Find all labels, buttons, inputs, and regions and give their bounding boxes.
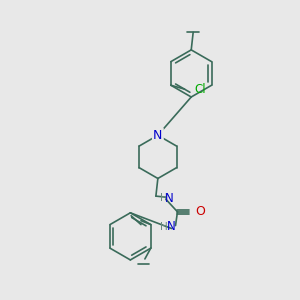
Text: H: H	[160, 222, 168, 232]
Text: N: N	[167, 220, 176, 233]
Text: N: N	[165, 192, 174, 205]
Text: Cl: Cl	[194, 82, 206, 96]
Text: O: O	[195, 205, 205, 218]
Text: H: H	[160, 193, 168, 203]
Text: N: N	[153, 129, 163, 142]
